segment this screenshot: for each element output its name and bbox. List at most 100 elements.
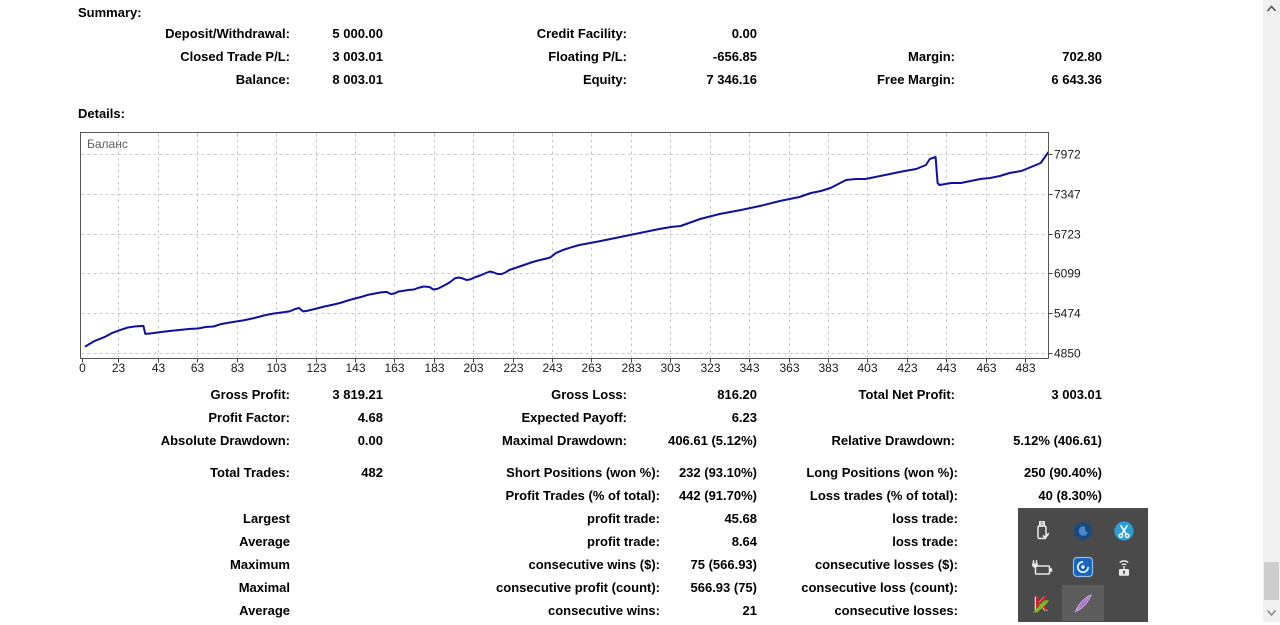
x-axis-label: 123 [306, 361, 326, 375]
vortex-app-icon[interactable] [1062, 549, 1103, 585]
stat-label: Profit Trades (% of total): [505, 488, 660, 503]
stat-value: 3 003.01 [332, 49, 383, 64]
stat-value: 8 003.01 [332, 72, 383, 87]
stat-label: Total Net Profit: [858, 387, 955, 402]
stat-label: Floating P/L: [548, 49, 627, 64]
stat-value: 702.80 [1062, 49, 1102, 64]
y-axis-label: 5474 [1054, 307, 1081, 321]
stat-row: Deposit/Withdrawal: 5 000.00 Credit Facili… [0, 22, 1260, 45]
x-axis-label: 43 [152, 361, 166, 375]
scroll-down-button[interactable] [1263, 606, 1280, 620]
x-axis-label: 303 [660, 361, 680, 375]
scissors-app-icon[interactable] [1104, 513, 1145, 549]
stat-value: 6 643.36 [1051, 72, 1102, 87]
stat-label: loss trade: [892, 511, 958, 526]
stat-label: consecutive profit (count): [496, 580, 660, 595]
stat-row: Profit Trades (% of total): 442 (91.70%) L… [0, 484, 1260, 507]
stat-value: 0.00 [731, 26, 757, 41]
stat-label: Balance: [235, 72, 290, 87]
x-axis-label: 263 [581, 361, 601, 375]
scrollbar-thumb[interactable] [1264, 562, 1279, 600]
stat-label: loss trade: [892, 534, 958, 549]
y-axis-label: 4850 [1054, 347, 1081, 361]
stat-row: Maximum consecutive wins ($): 75 (566.93) c… [0, 553, 1260, 576]
stat-row: Largest profit trade: 45.68 loss trade: [0, 507, 1260, 530]
stat-label: Maximal [238, 580, 290, 595]
stat-value: 75 (566.93) [690, 557, 758, 572]
stat-label: Loss trades (% of total): [809, 488, 958, 503]
stat-label: consecutive loss (count): [801, 580, 958, 595]
y-axis-label: 7347 [1054, 188, 1081, 202]
stat-row: Closed Trade P/L: 3 003.01 Floating P/L: -6… [0, 45, 1260, 68]
stat-value: 5 000.00 [332, 26, 383, 41]
stat-label: Absolute Drawdown: [160, 433, 290, 448]
stat-value: 45.68 [724, 511, 757, 526]
x-axis-label: 363 [779, 361, 799, 375]
stat-value: 5.12% (406.61) [1013, 433, 1102, 448]
stat-label: consecutive losses: [834, 603, 958, 618]
stat-value: 816.20 [717, 387, 757, 402]
x-axis-label: 223 [503, 361, 523, 375]
x-axis-label: 283 [621, 361, 641, 375]
chart-legend: Баланс [87, 137, 128, 151]
stat-value: 406.61 (5.12%) [668, 433, 757, 448]
stat-label: consecutive wins: [548, 603, 660, 618]
stat-label: Short Positions (won %): [506, 465, 660, 480]
power-battery-icon[interactable] [1021, 549, 1062, 585]
stat-label: Relative Drawdown: [831, 433, 955, 448]
stat-row: Absolute Drawdown: 0.00 Maximal Drawdown: 4… [0, 429, 1260, 452]
stat-label: Maximal Drawdown: [502, 433, 627, 448]
scroll-up-button[interactable] [1263, 2, 1280, 16]
feather-icon[interactable] [1062, 585, 1104, 621]
system-tray-flyout: K K [1018, 508, 1148, 622]
stat-label: Deposit/Withdrawal: [165, 26, 290, 41]
stat-value: -656.85 [712, 49, 757, 64]
stat-label: Gross Profit: [210, 387, 290, 402]
kaspersky-icon[interactable]: K K [1021, 585, 1062, 621]
stat-label: profit trade: [587, 534, 660, 549]
stat-label: Margin: [908, 49, 955, 64]
stat-value: 0.00 [357, 433, 383, 448]
stat-label: consecutive wins ($): [528, 557, 660, 572]
x-axis-label: 143 [345, 361, 365, 375]
chart-plot-border [80, 132, 1049, 359]
modem-antenna-icon[interactable] [1104, 549, 1145, 585]
stat-value: 6.23 [731, 410, 757, 425]
stat-row: Maximal consecutive profit (count): 566.93… [0, 576, 1260, 599]
stat-value: 482 [361, 465, 383, 480]
x-axis-label: 403 [857, 361, 877, 375]
stat-value: 442 (91.70%) [678, 488, 757, 503]
x-axis-label: 183 [424, 361, 444, 375]
stat-row: Total Trades: 482 Short Positions (won %):… [0, 461, 1260, 484]
stat-value: 40 (8.30%) [1038, 488, 1102, 503]
stat-value: 4.68 [357, 410, 383, 425]
stat-label: Profit Factor: [208, 410, 290, 425]
stat-value: 21 [742, 603, 757, 618]
details-trades-table: Total Trades: 482 Short Positions (won %):… [0, 461, 1260, 507]
hexagon-shield-icon[interactable] [1062, 513, 1103, 549]
scrollbar[interactable] [1263, 0, 1280, 622]
x-axis-label: 323 [700, 361, 720, 375]
y-axis-label: 7972 [1054, 148, 1081, 162]
details-extremes-table: Largest profit trade: 45.68 loss trade: Aver… [0, 507, 1260, 622]
stat-label: Maximum [230, 557, 290, 572]
stat-value: 232 (93.10%) [678, 465, 757, 480]
stat-label: Long Positions (won %): [806, 465, 958, 480]
stat-value: 250 (90.40%) [1023, 465, 1102, 480]
stat-label: Free Margin: [876, 72, 955, 87]
stat-label: Gross Loss: [551, 387, 627, 402]
stat-label: Average [239, 603, 290, 618]
summary-table: Deposit/Withdrawal: 5 000.00 Credit Facili… [0, 22, 1260, 91]
stat-value: 8.64 [731, 534, 757, 549]
stat-row: Average profit trade: 8.64 loss trade: [0, 530, 1260, 553]
x-axis-label: 103 [266, 361, 286, 375]
x-axis-label: 483 [1015, 361, 1035, 375]
y-axis-label: 6723 [1054, 228, 1081, 242]
x-axis-label: 0 [79, 361, 86, 375]
stat-value: 566.93 (75) [690, 580, 758, 595]
x-axis-label: 463 [976, 361, 996, 375]
x-axis-label: 163 [384, 361, 404, 375]
stat-label: Closed Trade P/L: [180, 49, 290, 64]
usb-drive-icon[interactable] [1021, 513, 1062, 549]
x-axis-label: 443 [936, 361, 956, 375]
